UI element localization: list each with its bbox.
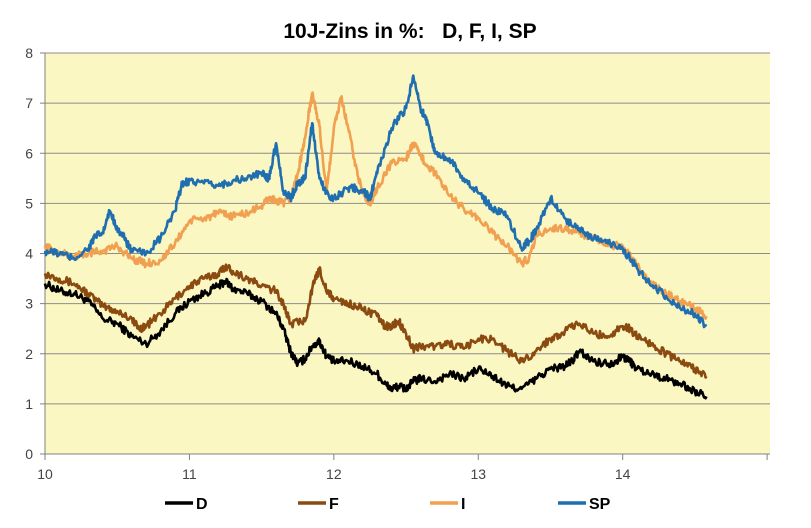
x-tick-label: 12 <box>326 466 342 482</box>
y-tick-label: 7 <box>25 95 33 111</box>
y-tick-label: 3 <box>25 296 33 312</box>
x-tick-label: 14 <box>615 466 631 482</box>
legend: D F I SP <box>165 496 611 513</box>
x-tick-label: 13 <box>470 466 486 482</box>
series-lines <box>43 74 708 400</box>
y-tick-label: 8 <box>25 45 33 61</box>
y-tick-label: 0 <box>25 446 33 462</box>
y-tick-label: 6 <box>25 145 33 161</box>
x-tick-label: 10 <box>37 466 53 482</box>
legend-label-i: I <box>461 496 465 513</box>
x-axis-ticks: 10 11 12 13 14 <box>37 454 768 482</box>
legend-label-d: D <box>196 496 208 513</box>
series-line-f <box>43 263 708 379</box>
series-line-i <box>43 91 708 320</box>
legend-label-sp: SP <box>589 496 611 513</box>
y-tick-label: 2 <box>25 346 33 362</box>
series-line-d <box>43 277 708 400</box>
series-line-sp <box>43 74 708 329</box>
legend-label-f: F <box>329 496 339 513</box>
y-tick-label: 4 <box>25 246 33 262</box>
y-tick-label: 5 <box>25 195 33 211</box>
y-axis-ticks: 0 1 2 3 4 5 6 7 8 <box>25 45 45 462</box>
x-tick-label: 11 <box>182 466 197 482</box>
chart-title: 10J-Zins in %: D, F, I, SP <box>283 20 536 43</box>
y-tick-label: 1 <box>25 396 33 412</box>
